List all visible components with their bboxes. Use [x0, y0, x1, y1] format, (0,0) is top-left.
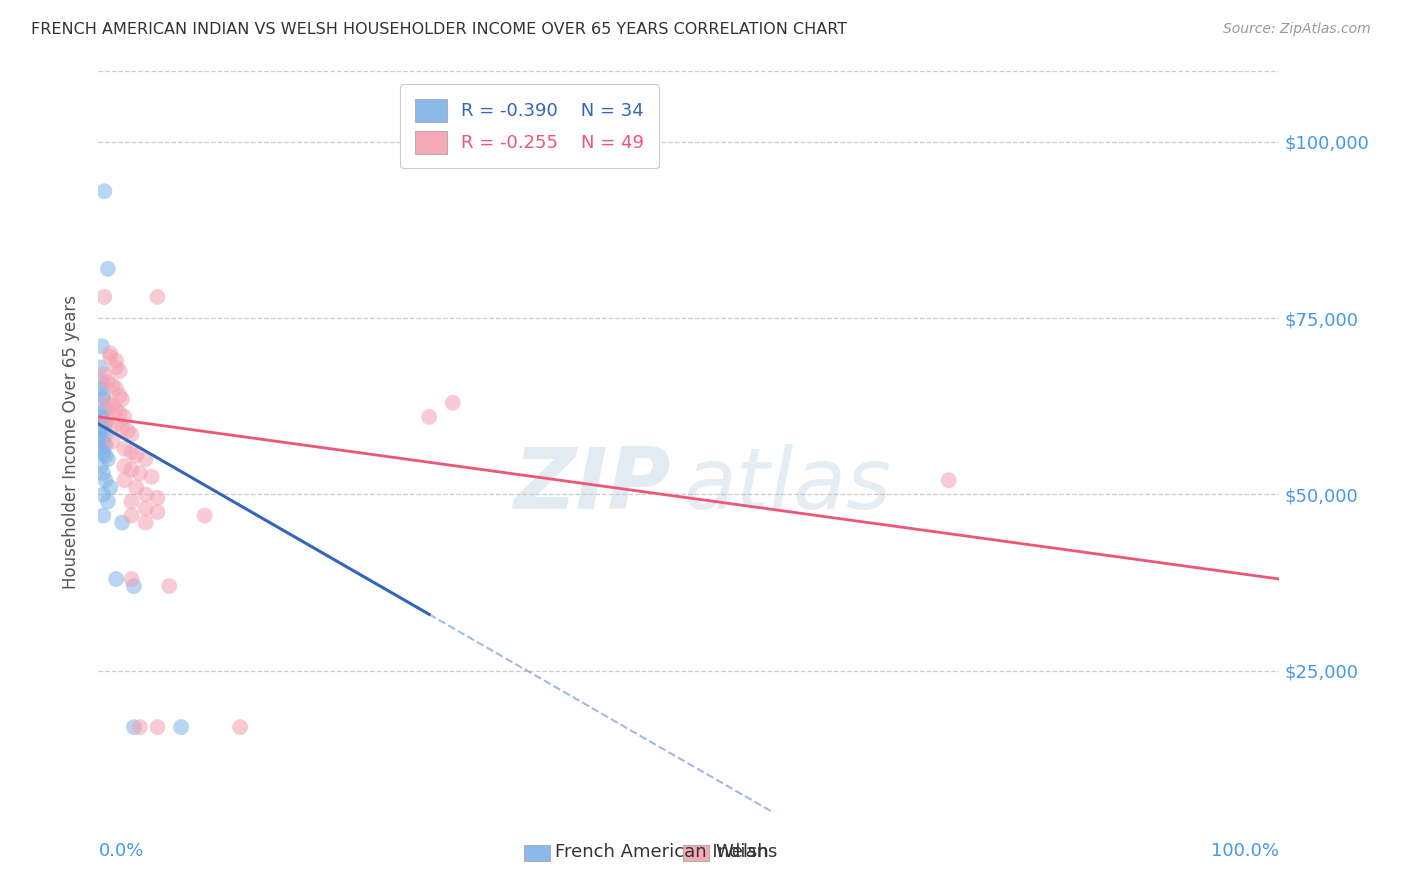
Y-axis label: Householder Income Over 65 years: Householder Income Over 65 years [62, 294, 80, 589]
Point [112, 459, 135, 474]
Point [135, 452, 157, 467]
Point [146, 491, 169, 505]
Point [91, 445, 114, 459]
Point [93, 184, 115, 198]
Point [108, 406, 131, 420]
Point [418, 409, 440, 424]
Point [128, 467, 150, 481]
Point [125, 449, 148, 463]
Point [121, 445, 143, 459]
Point [141, 470, 163, 484]
Point [94, 427, 117, 442]
Point [441, 396, 464, 410]
Point [94, 449, 117, 463]
Point [146, 505, 169, 519]
Point [91, 389, 114, 403]
Text: Welsh: Welsh [714, 844, 769, 862]
Point [111, 516, 134, 530]
Point [105, 360, 128, 375]
Point [121, 508, 143, 523]
Point [98, 346, 121, 360]
Point [90, 382, 112, 396]
Point [90, 420, 112, 434]
Point [117, 424, 139, 438]
Point [94, 473, 117, 487]
Point [108, 389, 131, 403]
Point [938, 473, 960, 487]
Point [122, 720, 145, 734]
Point [93, 290, 115, 304]
Point [91, 434, 114, 449]
Legend: R = -0.390    N = 34, R = -0.255    N = 49: R = -0.390 N = 34, R = -0.255 N = 49 [401, 84, 659, 169]
Point [105, 382, 128, 396]
Point [121, 494, 143, 508]
Point [105, 417, 128, 431]
Point [229, 720, 252, 734]
Text: French American Indians: French American Indians [555, 844, 778, 862]
Point [97, 261, 120, 276]
Point [93, 368, 115, 382]
Point [112, 442, 135, 456]
Point [91, 339, 114, 353]
Text: FRENCH AMERICAN INDIAN VS WELSH HOUSEHOLDER INCOME OVER 65 YEARS CORRELATION CHA: FRENCH AMERICAN INDIAN VS WELSH HOUSEHOL… [31, 22, 846, 37]
Text: atlas: atlas [683, 444, 891, 527]
Point [146, 720, 169, 734]
Text: ZIP: ZIP [513, 444, 671, 527]
Point [94, 438, 117, 452]
Point [97, 494, 120, 508]
Point [121, 572, 143, 586]
Point [98, 350, 121, 364]
Point [94, 417, 117, 431]
Point [146, 290, 169, 304]
Point [97, 413, 120, 427]
Point [135, 501, 157, 516]
Point [105, 402, 128, 417]
Point [105, 572, 128, 586]
Point [108, 364, 131, 378]
Point [121, 427, 143, 442]
Point [91, 467, 114, 481]
Point [90, 442, 112, 456]
Point [90, 406, 112, 420]
Point [157, 579, 180, 593]
Point [112, 473, 135, 487]
Point [94, 402, 117, 417]
Point [101, 378, 124, 392]
Point [91, 424, 114, 438]
Point [128, 720, 150, 734]
Point [135, 516, 157, 530]
Point [111, 420, 134, 434]
Point [97, 375, 120, 389]
Point [101, 434, 124, 449]
Point [112, 409, 135, 424]
Text: 100.0%: 100.0% [1212, 842, 1279, 860]
Point [98, 480, 121, 494]
Point [135, 487, 157, 501]
Point [194, 508, 217, 523]
Text: 0.0%: 0.0% [98, 842, 143, 860]
Point [97, 452, 120, 467]
Point [91, 375, 114, 389]
Point [91, 392, 114, 407]
Point [121, 463, 143, 477]
Point [111, 392, 134, 407]
Point [122, 579, 145, 593]
FancyBboxPatch shape [683, 845, 709, 862]
Point [101, 399, 124, 413]
Point [105, 353, 128, 368]
Point [91, 409, 114, 424]
Point [90, 459, 112, 474]
Point [91, 487, 114, 501]
Point [170, 720, 193, 734]
Point [91, 413, 114, 427]
FancyBboxPatch shape [523, 845, 550, 862]
Point [91, 508, 114, 523]
Point [90, 360, 112, 375]
Point [125, 480, 148, 494]
Point [90, 431, 112, 445]
Point [97, 396, 120, 410]
Text: Source: ZipAtlas.com: Source: ZipAtlas.com [1223, 22, 1371, 37]
